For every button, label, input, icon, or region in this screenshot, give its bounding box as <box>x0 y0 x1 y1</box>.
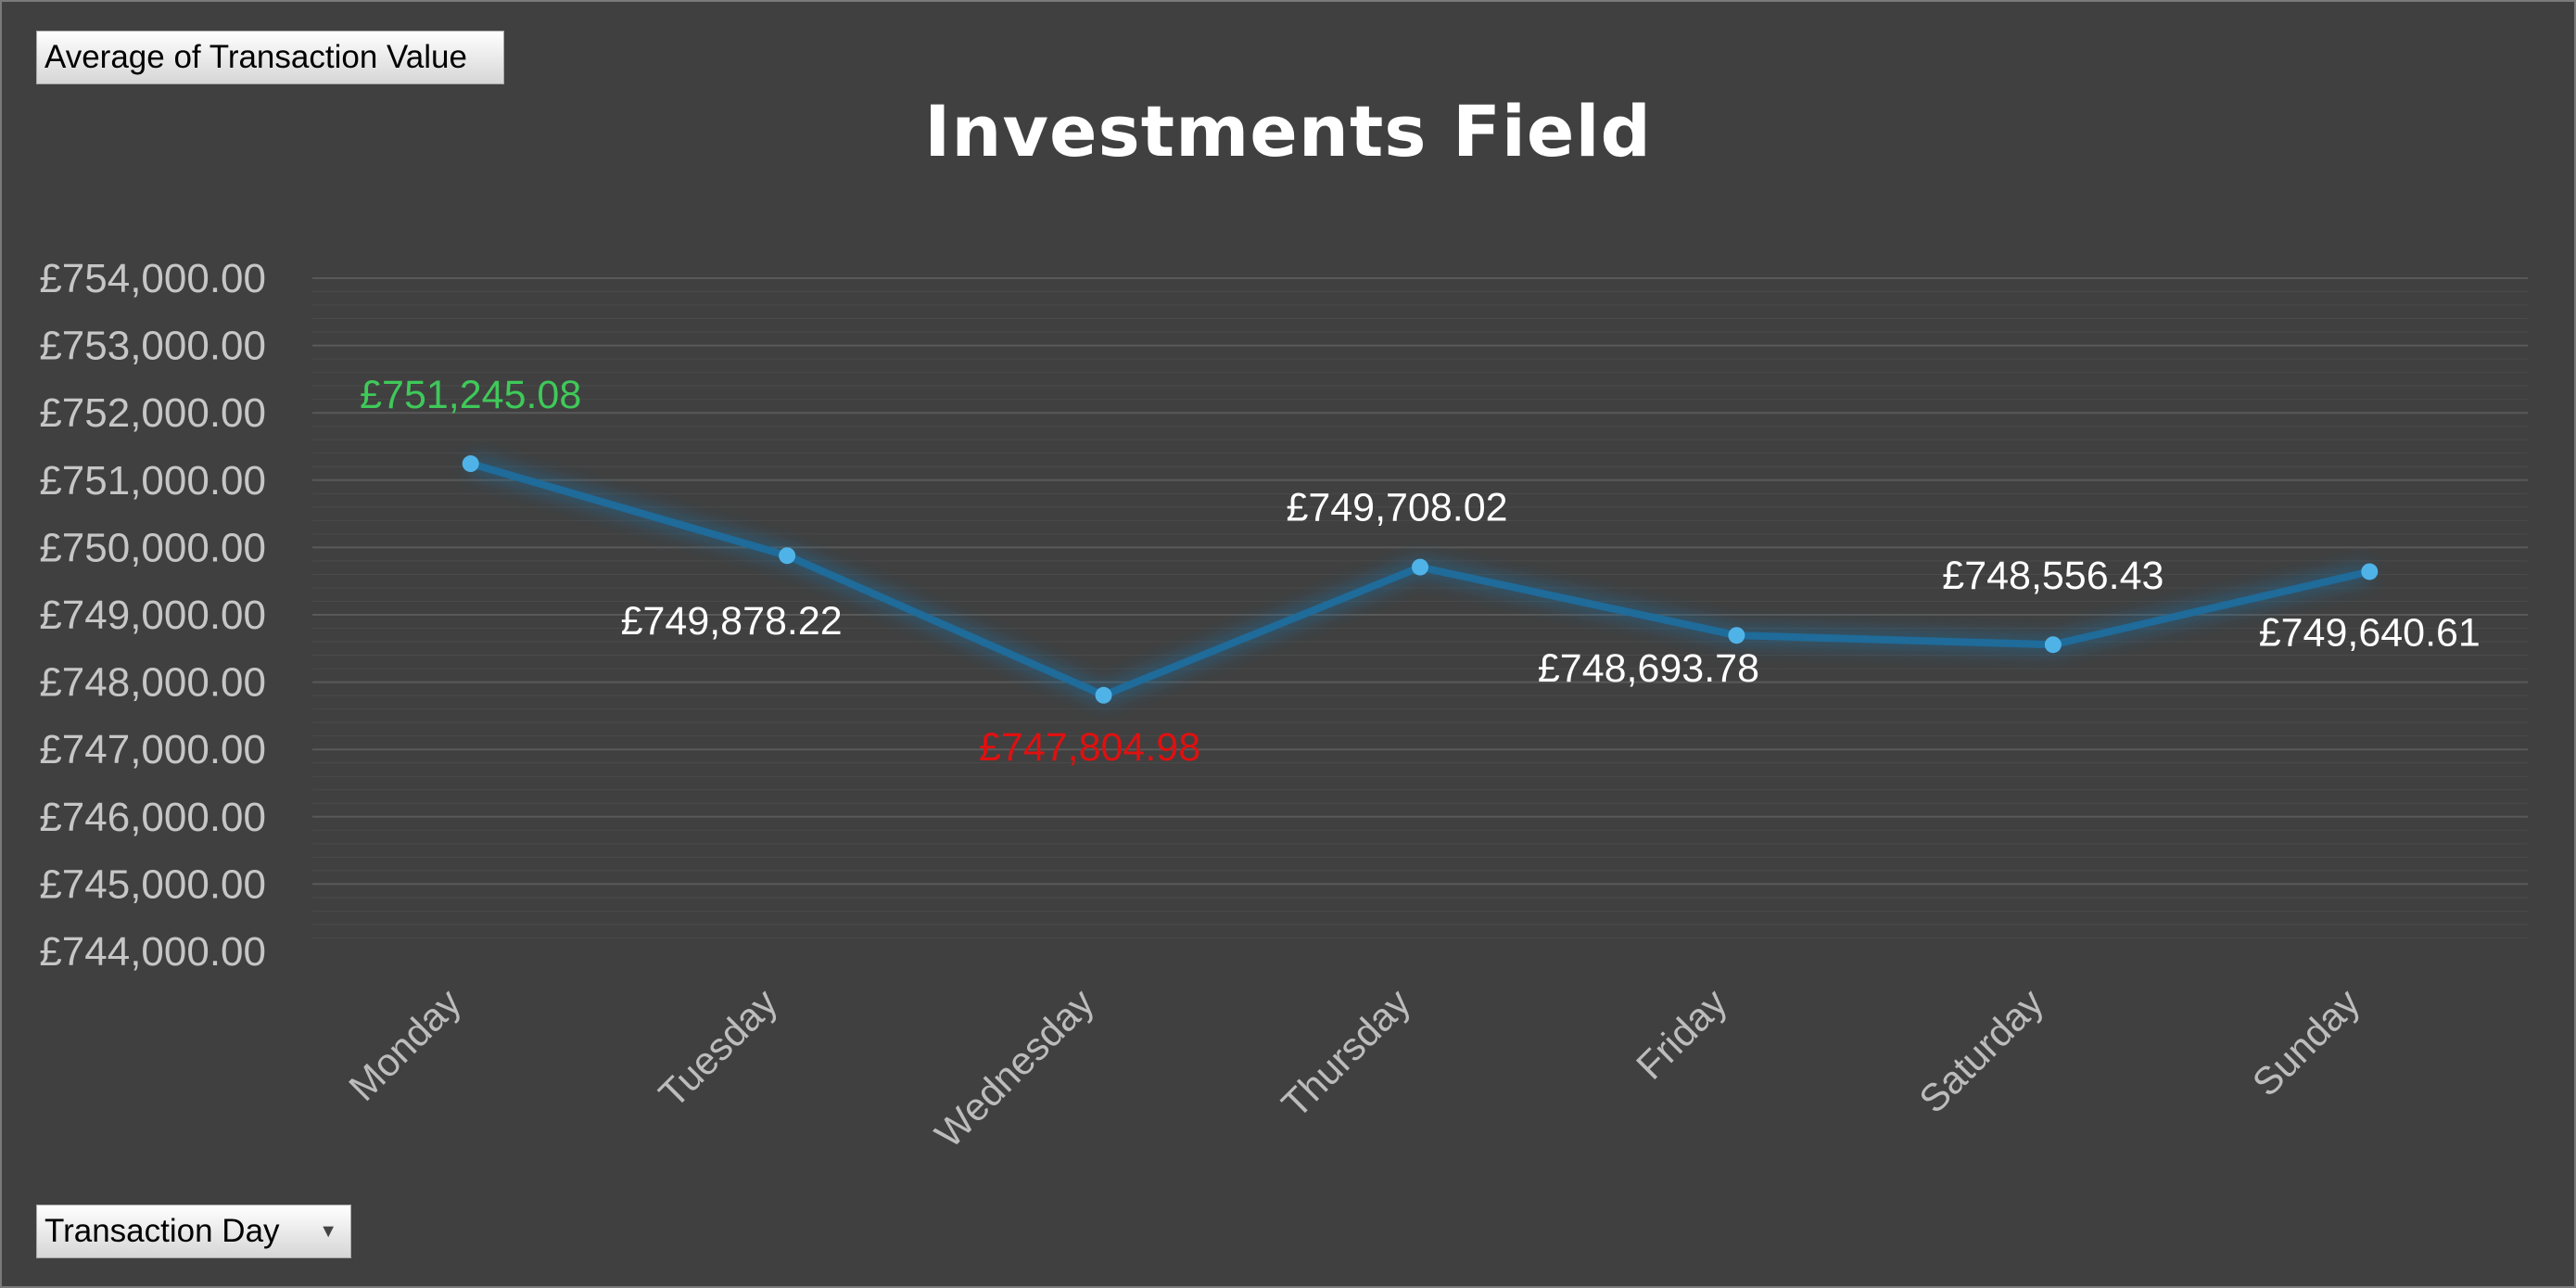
data-point[interactable] <box>1728 627 1745 644</box>
y-tick-label: £752,000.00 <box>39 390 266 436</box>
values-field-label: Average of Transaction Value <box>44 39 467 75</box>
y-tick-label: £744,000.00 <box>39 929 266 975</box>
series-markers <box>462 455 2379 704</box>
x-tick-label: Sunday <box>2244 980 2368 1104</box>
y-tick-label: £754,000.00 <box>39 256 266 301</box>
y-tick-label: £745,000.00 <box>39 861 266 907</box>
values-field-button[interactable]: Average of Transaction Value <box>36 31 504 84</box>
x-tick-label: Saturday <box>1910 980 2051 1121</box>
x-tick-label: Tuesday <box>650 980 785 1116</box>
data-label: £751,245.08 <box>360 373 581 417</box>
data-point[interactable] <box>2361 563 2379 580</box>
y-tick-label: £747,000.00 <box>39 727 266 772</box>
y-tick-label: £748,000.00 <box>39 660 266 706</box>
data-label: £749,708.02 <box>1286 486 1507 530</box>
x-tick-label: Thursday <box>1273 980 1418 1126</box>
data-label: £749,640.61 <box>2259 610 2481 655</box>
gridlines <box>312 277 2528 938</box>
x-tick-label: Friday <box>1628 980 1735 1088</box>
x-tick-label: Monday <box>340 980 469 1109</box>
data-labels: £751,245.08 £749,878.22 £747,804.98 £749,70… <box>360 373 2481 770</box>
data-point[interactable] <box>1412 558 1428 576</box>
x-axis-ticks: Monday Tuesday Wednesday Thursday Friday Satu… <box>340 980 2367 1156</box>
data-point[interactable] <box>462 455 479 473</box>
data-label: £747,804.98 <box>979 725 1200 770</box>
data-label: £748,556.43 <box>1942 554 2164 598</box>
axis-field-button[interactable]: Transaction Day ▼ <box>36 1205 351 1258</box>
y-tick-label: £751,000.00 <box>39 458 266 504</box>
y-tick-label: £746,000.00 <box>39 795 266 840</box>
data-label: £749,878.22 <box>621 599 843 644</box>
y-tick-label: £750,000.00 <box>39 525 266 570</box>
data-label: £748,693.78 <box>1538 646 1759 691</box>
data-point[interactable] <box>1095 686 1112 704</box>
data-point[interactable] <box>2044 636 2062 654</box>
dropdown-arrow-icon[interactable]: ▼ <box>319 1221 337 1242</box>
y-axis-ticks: £754,000.00 £753,000.00 £752,000.00 £751,00… <box>39 256 266 975</box>
y-tick-label: £753,000.00 <box>39 324 266 369</box>
chart-title: Investments Field <box>924 90 1652 172</box>
y-tick-label: £749,000.00 <box>39 593 266 638</box>
x-tick-label: Wednesday <box>926 980 1102 1156</box>
data-point[interactable] <box>779 547 796 565</box>
axis-field-label: Transaction Day <box>44 1213 280 1249</box>
